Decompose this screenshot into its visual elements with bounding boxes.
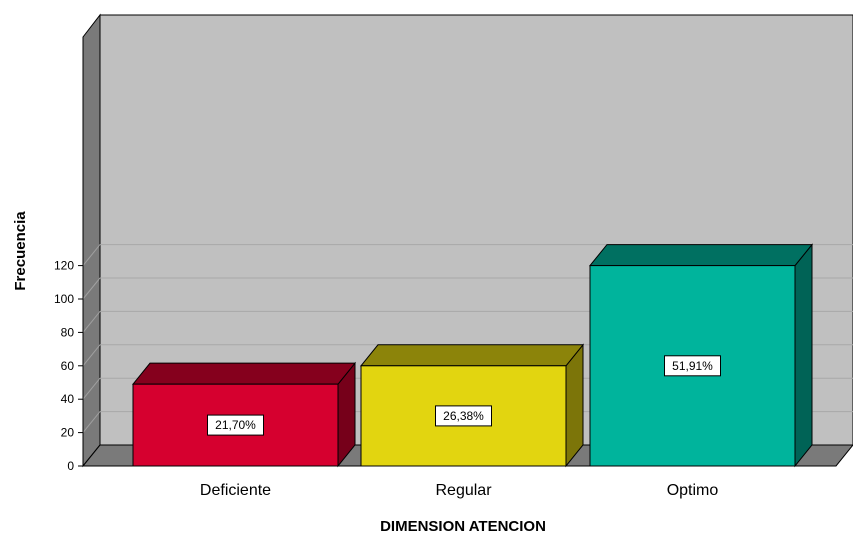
- gridline: [82, 344, 101, 367]
- plot-side-wall: [82, 13, 101, 468]
- y-tick-label: 0: [67, 459, 74, 473]
- gridline: [82, 277, 101, 300]
- y-tick-label: 40: [61, 392, 75, 406]
- bar-top-face: [359, 344, 585, 367]
- y-axis-title: Frecuencia: [12, 211, 29, 291]
- data-label-box: [207, 414, 264, 436]
- gridline: [82, 377, 101, 400]
- x-tick-label: Regular: [435, 482, 492, 499]
- gridline: [82, 244, 101, 266]
- data-label: 26,38%: [443, 409, 484, 423]
- y-axis: 0 20 40 60 80 100 120: [54, 37, 84, 473]
- data-label-box: [435, 405, 492, 427]
- y-tick-label: 120: [54, 259, 74, 273]
- y-tick-label: 80: [61, 325, 75, 339]
- gridline: [82, 411, 101, 433]
- bars: 21,70% Deficiente 26,38% Regular 51,91% Optim…: [131, 243, 814, 499]
- x-axis-title: DIMENSION ATENCION: [380, 518, 546, 535]
- x-tick-label: Optimo: [667, 482, 719, 499]
- bar-top-face: [588, 244, 814, 267]
- bar-top-face: [131, 362, 357, 385]
- gridline: [82, 311, 101, 333]
- data-label-box: [664, 355, 721, 377]
- y-tick-label: 100: [54, 292, 74, 306]
- bar-side-face: [794, 243, 813, 468]
- bar-regular: 26,38% Regular: [359, 343, 585, 499]
- data-label: 51,91%: [672, 359, 713, 373]
- bar-deficiente: 21,70% Deficiente: [131, 361, 357, 499]
- y-tick-label: 20: [61, 426, 75, 440]
- data-label: 21,70%: [215, 418, 256, 432]
- y-tick-label: 60: [61, 359, 75, 373]
- bar-optimo: 51,91% Optimo: [588, 243, 814, 499]
- x-tick-label: Deficiente: [200, 482, 271, 499]
